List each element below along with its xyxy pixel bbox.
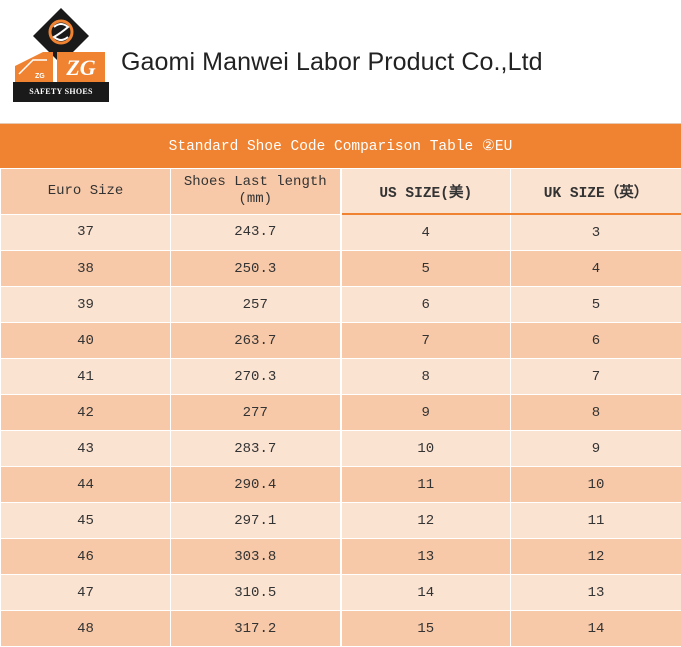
last-length-cell: 257 (171, 287, 341, 323)
uk-size-cell: 5 (511, 287, 681, 323)
us-size-cell: 12 (341, 503, 511, 539)
uk-size-cell: 9 (511, 431, 681, 467)
us-size-cell: 9 (341, 395, 511, 431)
us-size-cell: 8 (341, 359, 511, 395)
last-length-cell: 317.2 (171, 611, 341, 647)
euro-size-cell: 42 (1, 395, 171, 431)
column-header-uk-size: UK SIZE（英） (511, 169, 681, 215)
us-size-cell: 7 (341, 323, 511, 359)
uk-size-cell: 12 (511, 539, 681, 575)
uk-size-cell: 4 (511, 251, 681, 287)
uk-size-cell: 7 (511, 359, 681, 395)
euro-size-cell: 46 (1, 539, 171, 575)
logo-mark-text: ZG (65, 55, 95, 80)
last-length-cell: 297.1 (171, 503, 341, 539)
us-size-cell: 6 (341, 287, 511, 323)
column-header-last-length-label: Shoes Last length(mm) (184, 174, 327, 207)
table-title: Standard Shoe Code Comparison Table ②EU (0, 124, 681, 168)
euro-size-cell: 43 (1, 431, 171, 467)
us-size-cell: 13 (341, 539, 511, 575)
last-length-cell: 243.7 (171, 214, 341, 251)
page-header: ZG ZG SAFETY SHOES Gaomi Manwei Labor Pr… (0, 0, 681, 124)
us-size-cell: 4 (341, 214, 511, 251)
logo-small-mark: ZG (35, 73, 45, 80)
us-size-cell: 10 (341, 431, 511, 467)
uk-size-cell: 14 (511, 611, 681, 647)
uk-size-cell: 6 (511, 323, 681, 359)
last-length-cell: 290.4 (171, 467, 341, 503)
us-size-cell: 14 (341, 575, 511, 611)
us-size-cell: 11 (341, 467, 511, 503)
logo-caption: SAFETY SHOES (13, 82, 109, 102)
column-header-last-length: Shoes Last length(mm) (171, 169, 341, 215)
table-header-row: Euro Size Shoes Last length(mm) US SIZE(… (1, 169, 681, 215)
euro-size-cell: 37 (1, 214, 171, 251)
uk-size-cell: 10 (511, 467, 681, 503)
euro-size-cell: 48 (1, 611, 171, 647)
last-length-cell: 303.8 (171, 539, 341, 575)
last-length-cell: 310.5 (171, 575, 341, 611)
last-length-cell: 263.7 (171, 323, 341, 359)
last-length-cell: 270.3 (171, 359, 341, 395)
uk-size-cell: 8 (511, 395, 681, 431)
company-logo: ZG ZG SAFETY SHOES (13, 8, 109, 102)
euro-size-cell: 40 (1, 323, 171, 359)
euro-size-cell: 38 (1, 251, 171, 287)
euro-size-cell: 44 (1, 467, 171, 503)
size-comparison-table: Euro Size Shoes Last length(mm) US SIZE(… (0, 168, 681, 647)
last-length-cell: 277 (171, 395, 341, 431)
uk-size-cell: 13 (511, 575, 681, 611)
last-length-cell: 250.3 (171, 251, 341, 287)
euro-size-cell: 45 (1, 503, 171, 539)
euro-size-cell: 47 (1, 575, 171, 611)
company-name: Gaomi Manwei Labor Product Co.,Ltd (121, 48, 543, 77)
uk-size-cell: 11 (511, 503, 681, 539)
logo-mark-icon: ZG ZG (13, 8, 109, 84)
euro-size-cell: 41 (1, 359, 171, 395)
us-size-cell: 15 (341, 611, 511, 647)
last-length-cell: 283.7 (171, 431, 341, 467)
uk-size-cell: 3 (511, 214, 681, 251)
euro-size-cell: 39 (1, 287, 171, 323)
column-header-us-size: US SIZE(美) (341, 169, 511, 215)
us-size-cell: 5 (341, 251, 511, 287)
column-header-euro-size: Euro Size (1, 169, 171, 215)
